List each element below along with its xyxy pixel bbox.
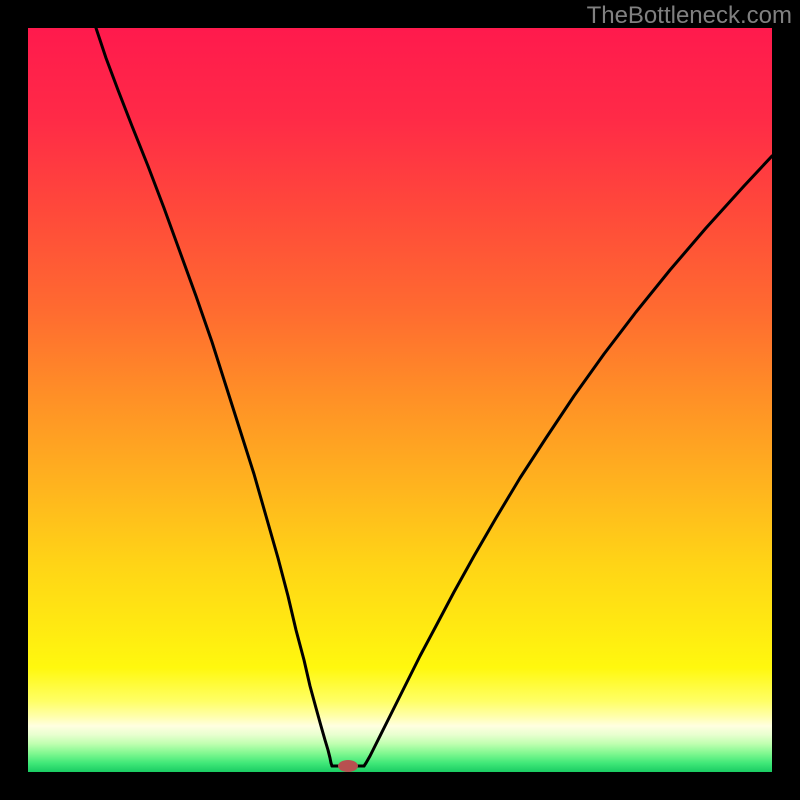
minimum-marker (338, 760, 358, 772)
background-rect (28, 28, 772, 772)
gradient-background (28, 28, 772, 772)
plot-area (28, 28, 772, 772)
chart-canvas: TheBottleneck.com (0, 0, 800, 800)
watermark-text: TheBottleneck.com (587, 2, 792, 30)
